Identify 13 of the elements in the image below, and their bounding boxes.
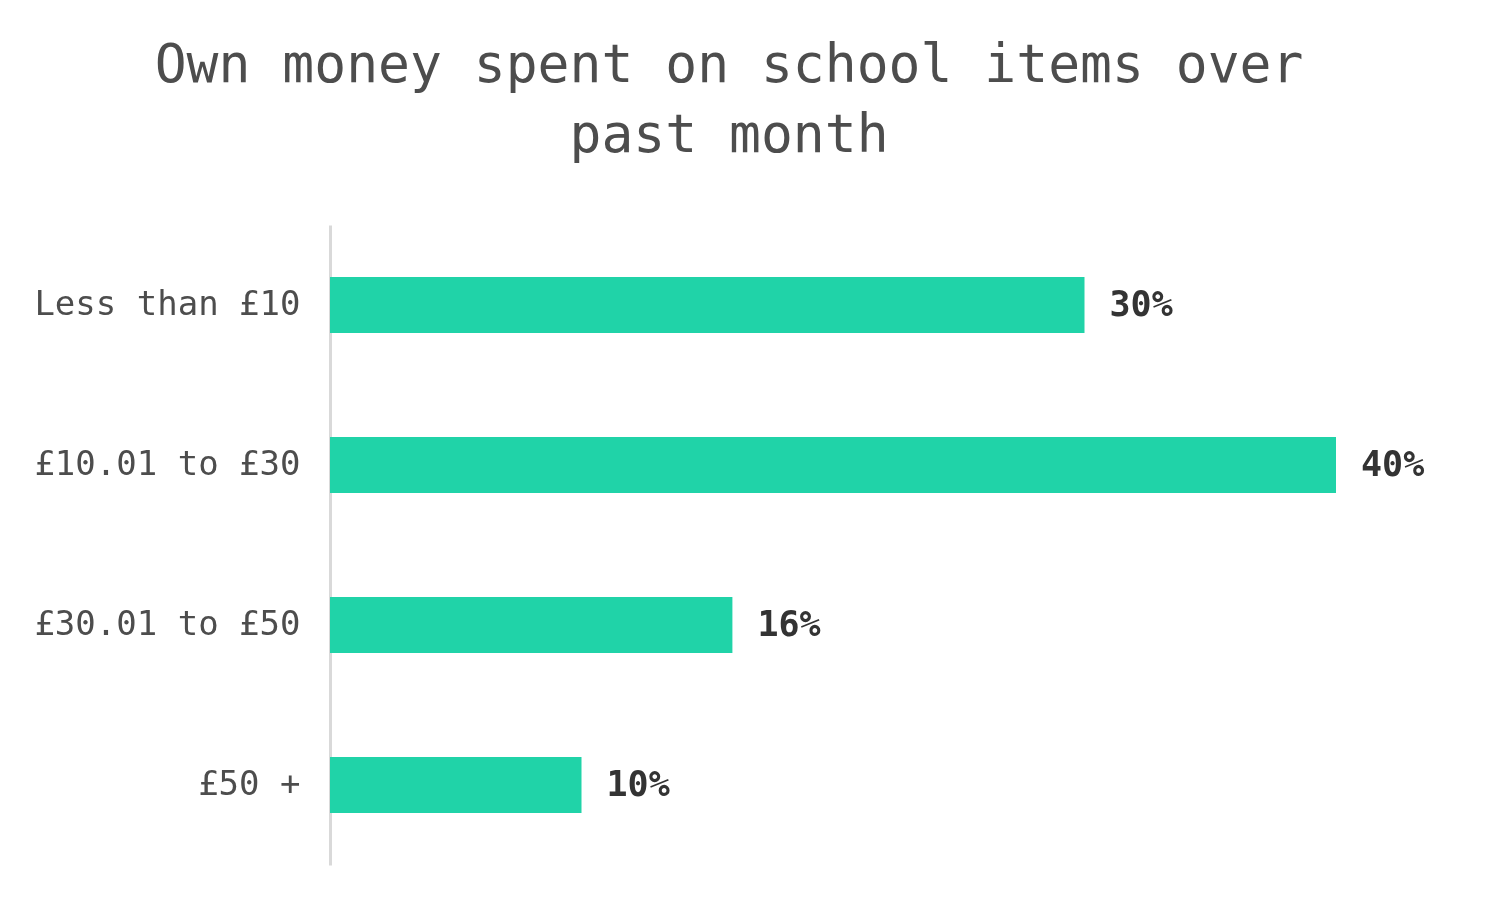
y-tick-label: £50 + (198, 763, 301, 803)
bar (330, 597, 733, 653)
data-label: 16% (757, 604, 821, 644)
y-tick-label: £10.01 to £30 (34, 443, 301, 483)
bar (330, 277, 1085, 333)
data-label: 30% (1109, 284, 1173, 324)
y-tick-label: £30.01 to £50 (34, 603, 301, 643)
chart-title: Own money spent on school items over past month (154, 33, 1304, 164)
data-label: 10% (606, 764, 670, 804)
bar (330, 757, 582, 813)
bar (330, 437, 1336, 493)
y-tick-label: Less than £10 (34, 283, 301, 323)
data-label: 40% (1361, 444, 1425, 484)
